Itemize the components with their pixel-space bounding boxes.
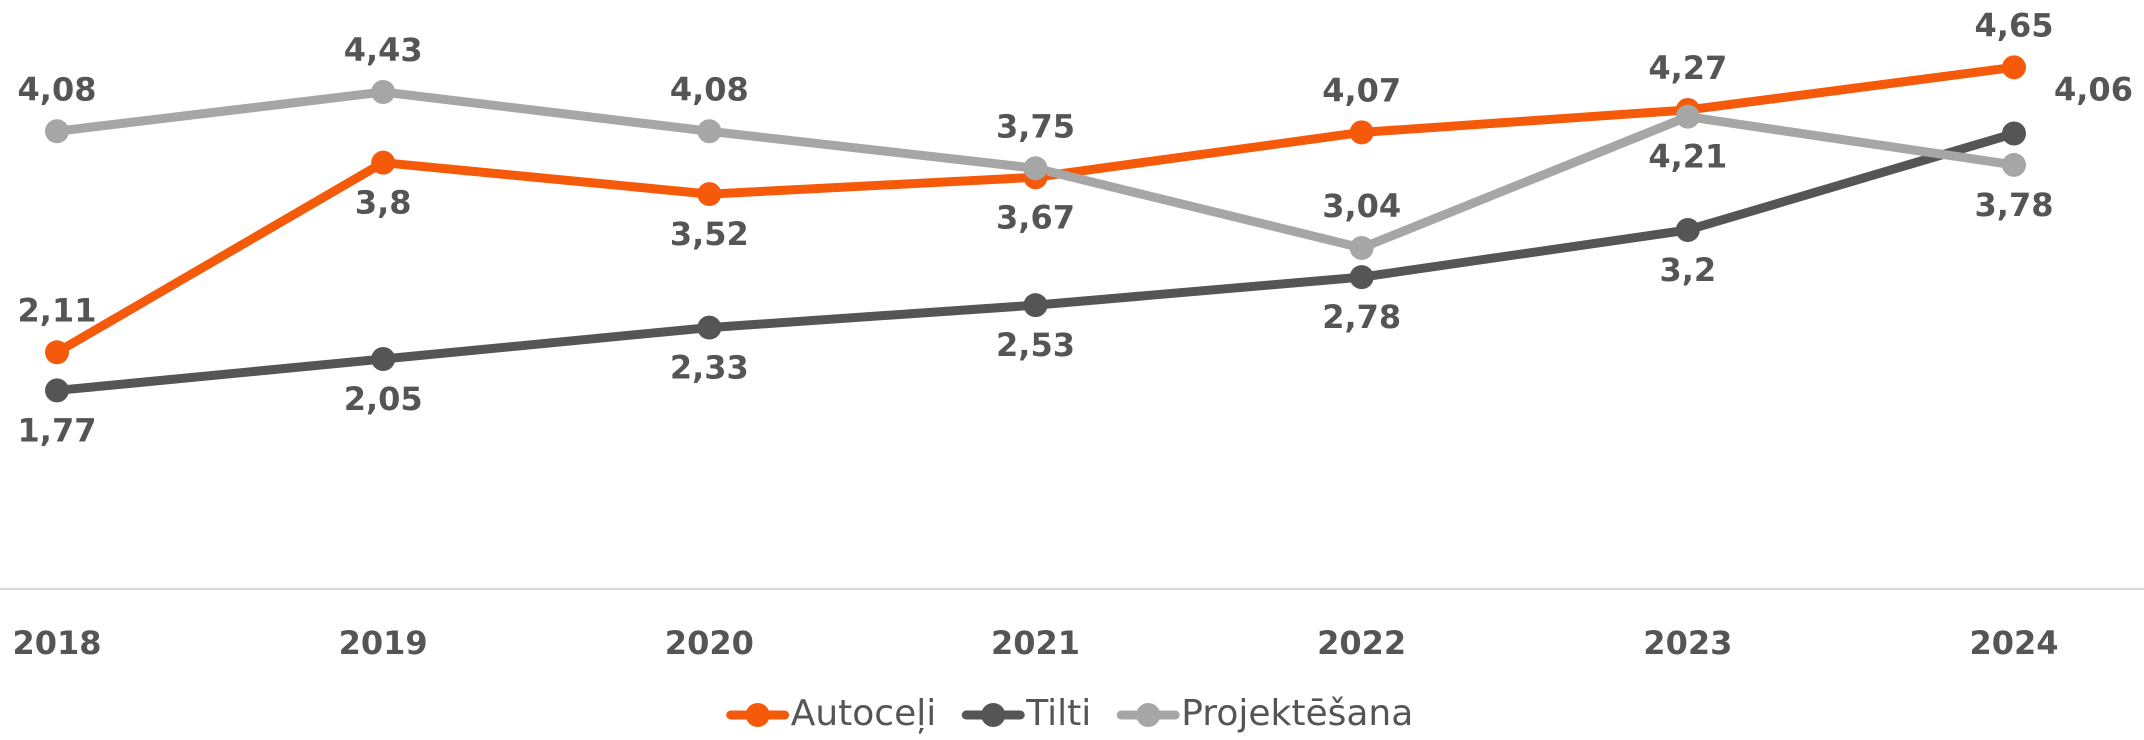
data-label: 4,43 [344, 31, 423, 69]
data-label: 4,08 [18, 70, 97, 108]
data-point [45, 119, 69, 144]
data-label: 3,52 [670, 215, 749, 253]
data-label: 2,05 [344, 380, 423, 418]
legend-label: Projektēšana [1181, 693, 1413, 734]
x-tick-label: 2022 [1317, 624, 1406, 662]
data-label: 2,78 [1322, 298, 1401, 336]
data-label: 2,33 [670, 349, 749, 387]
data-label: 4,08 [670, 70, 749, 108]
data-label: 3,04 [1322, 187, 1401, 225]
data-label: 4,27 [1648, 49, 1727, 87]
x-tick-label: 2024 [1969, 624, 2058, 662]
data-label: 4,65 [1975, 6, 2054, 44]
data-point [371, 347, 396, 372]
data-point [1675, 217, 1700, 242]
data-label: 4,21 [1648, 138, 1727, 176]
x-tick-label: 2020 [665, 624, 754, 662]
data-label: 3,2 [1659, 251, 1716, 289]
legend-marker [745, 703, 770, 727]
data-point [2002, 55, 2026, 80]
data-point [371, 150, 396, 175]
data-point [1349, 120, 1374, 145]
data-point [1349, 265, 1374, 290]
x-tick-label: 2023 [1643, 624, 1732, 662]
x-tick-label: 2019 [339, 624, 428, 662]
data-point [697, 119, 722, 144]
data-point [1023, 156, 1048, 181]
legend-marker [981, 703, 1006, 727]
data-point [1349, 235, 1374, 260]
data-label: 3,75 [996, 107, 1075, 145]
data-label: 2,53 [996, 326, 1075, 364]
data-point [45, 378, 69, 403]
legend-label: Autoceļi [791, 693, 937, 734]
data-point [697, 315, 722, 340]
data-label: 2,11 [18, 291, 97, 329]
data-label: 3,8 [355, 184, 412, 222]
x-tick-label: 2018 [12, 624, 101, 662]
data-point [697, 182, 722, 207]
x-tick-label: 2021 [991, 624, 1080, 662]
data-label: 4,06 [2054, 71, 2133, 109]
data-label: 3,78 [1975, 186, 2054, 224]
data-point [371, 79, 396, 104]
data-point [2002, 152, 2026, 177]
data-point [45, 340, 69, 365]
data-label: 1,77 [18, 411, 97, 449]
data-point [1023, 293, 1048, 318]
legend-label: Tilti [1025, 693, 1091, 734]
data-point [1675, 104, 1700, 129]
data-label: 4,07 [1322, 71, 1401, 109]
data-label: 3,67 [996, 198, 1075, 236]
data-point [2002, 121, 2026, 146]
legend-marker [1136, 703, 1161, 727]
